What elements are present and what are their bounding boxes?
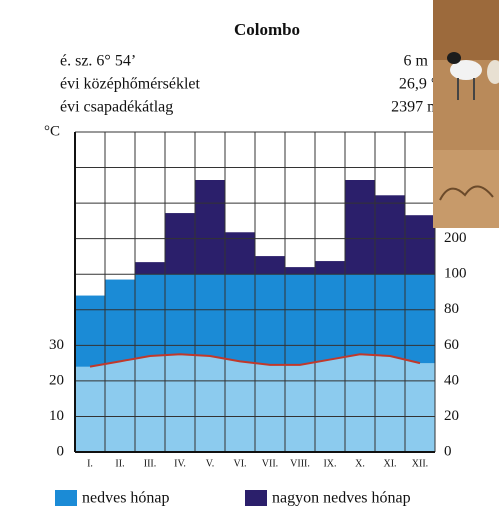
- legend-swatch: [55, 490, 77, 506]
- x-tick-label: VII.: [262, 458, 278, 469]
- x-tick-label: VI.: [233, 458, 246, 469]
- legend-label: nagyon nedves hónap: [272, 490, 411, 507]
- y2-tick-label: 20: [444, 408, 459, 424]
- legend-label: nedves hónap: [82, 490, 170, 507]
- very-humid-bar: [375, 195, 405, 274]
- very-humid-bar: [165, 213, 195, 274]
- temperature-area-edge: [420, 363, 435, 452]
- very-humid-bar: [345, 180, 375, 274]
- y-tick-label: 20: [49, 372, 64, 388]
- x-tick-label: V.: [206, 458, 214, 469]
- info-label: é. sz. 6° 54’: [60, 53, 136, 70]
- very-humid-bar: [195, 180, 225, 274]
- x-tick-label: III.: [144, 458, 157, 469]
- y2-tick-label: 200: [444, 230, 467, 246]
- legend-swatch: [245, 490, 267, 506]
- photo: [433, 0, 499, 228]
- y-tick-label: 10: [49, 408, 64, 424]
- y2-tick-label: 40: [444, 372, 459, 388]
- page: Colombo é. sz. 6° 54’ 6 m évi középhőmér…: [0, 0, 499, 531]
- info-label: évi középhőmérséklet: [60, 76, 201, 93]
- y2-tick-label: 100: [444, 266, 467, 282]
- x-tick-label: I.: [87, 458, 93, 469]
- x-tick-label: XI.: [383, 458, 396, 469]
- very-humid-bar: [285, 267, 315, 274]
- x-tick-label: XII.: [412, 458, 428, 469]
- y-tick-label: 30: [49, 337, 64, 353]
- very-humid-bar: [405, 215, 435, 274]
- x-tick-label: X.: [355, 458, 365, 469]
- x-tick-label: VIII.: [290, 458, 310, 469]
- chart: Colombo é. sz. 6° 54’ 6 m évi középhőmér…: [0, 0, 499, 526]
- y-unit: °C: [44, 123, 60, 139]
- y-tick-label: 0: [57, 443, 65, 459]
- x-tick-label: IX.: [323, 458, 336, 469]
- info-value: 6 m: [404, 53, 429, 70]
- title: Colombo: [234, 20, 300, 39]
- temperature-area-edge: [75, 367, 90, 452]
- very-humid-bar: [315, 261, 345, 274]
- x-tick-label: II.: [115, 458, 124, 469]
- info-label: évi csapadékátlag: [60, 99, 173, 116]
- y2-tick-label: 80: [444, 301, 459, 317]
- y2-tick-label: 0: [444, 443, 452, 459]
- very-humid-bar: [255, 256, 285, 274]
- y2-tick-label: 60: [444, 337, 459, 353]
- very-humid-bar: [135, 262, 165, 274]
- x-tick-label: IV.: [174, 458, 186, 469]
